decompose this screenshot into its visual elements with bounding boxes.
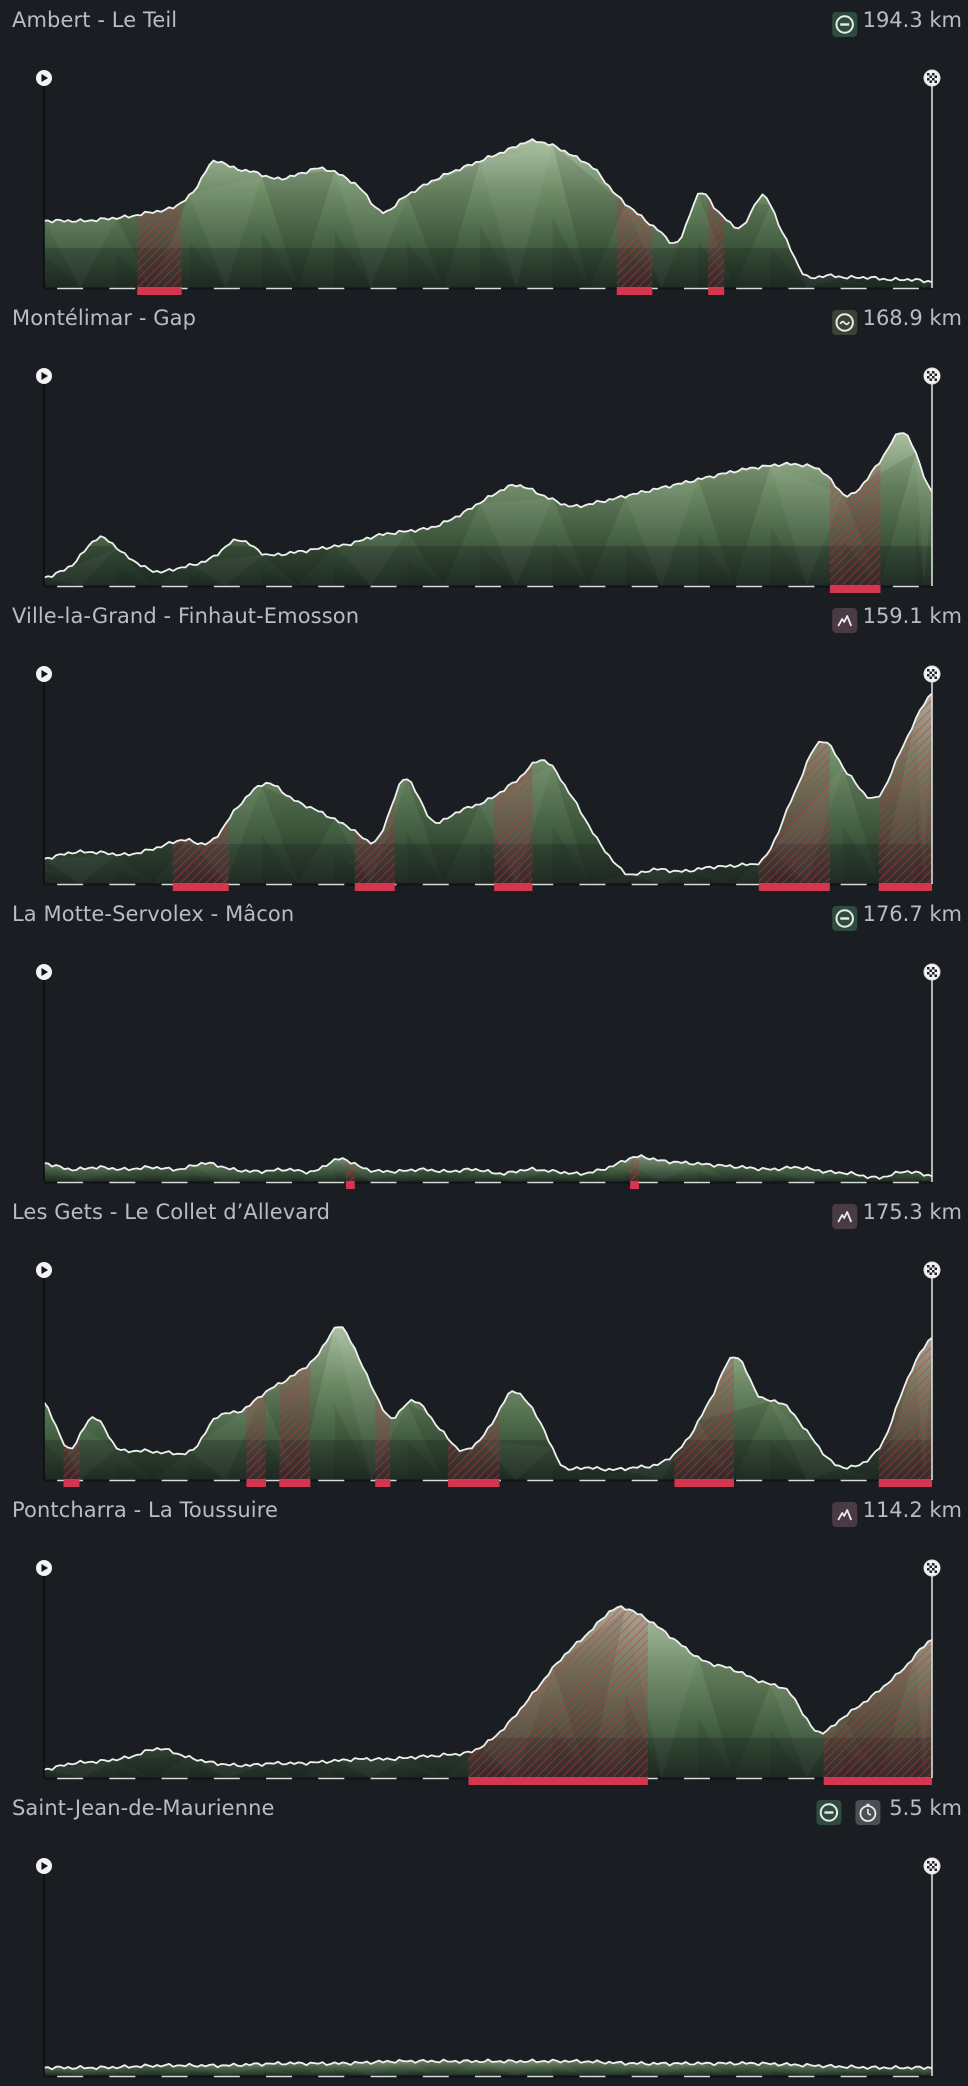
profile-facets — [44, 2059, 932, 2076]
finish-flag-icon — [923, 69, 941, 87]
climb-zone — [878, 693, 932, 884]
climb-zone — [279, 1327, 311, 1480]
climb-marker[interactable] — [172, 883, 229, 891]
elevation-profile-chart — [36, 1800, 941, 2078]
climb-zone — [172, 693, 229, 884]
stage-distance: 168.9 km — [862, 306, 962, 330]
flat-icon — [816, 1800, 842, 1825]
climb-zone — [345, 1155, 355, 1182]
start-marker-icon — [36, 1858, 52, 1874]
climb-marker[interactable] — [468, 1777, 648, 1785]
elevation-profile-chart — [36, 906, 941, 1189]
climb-marker[interactable] — [878, 883, 932, 891]
stage-distance: 176.7 km — [862, 902, 962, 926]
stage-profile-card[interactable]: Montélimar - Gap 168.9 km — [0, 298, 968, 596]
flat-icon — [832, 12, 858, 37]
climb-zone — [823, 1606, 932, 1778]
elevation-line — [43, 1605, 933, 1771]
climb-marker[interactable] — [674, 1479, 734, 1487]
climb-marker[interactable] — [630, 1181, 639, 1189]
start-marker-icon — [36, 1560, 52, 1576]
climb-zone — [630, 1155, 639, 1182]
mountain-icon — [832, 1204, 858, 1229]
elevation-profile-chart — [36, 608, 941, 891]
climb-marker[interactable] — [345, 1181, 355, 1189]
climb-marker[interactable] — [823, 1777, 932, 1785]
elevation-area — [44, 1155, 932, 1182]
flat-icon — [832, 906, 858, 931]
finish-flag-icon — [923, 367, 941, 385]
start-marker-icon — [36, 964, 52, 980]
climb-marker[interactable] — [448, 1479, 500, 1487]
climb-marker[interactable] — [137, 287, 182, 295]
time-trial-icon — [855, 1800, 881, 1825]
stage-distance: 194.3 km — [862, 8, 962, 32]
climb-marker[interactable] — [708, 287, 725, 295]
stage-profile-card[interactable]: Pontcharra - La Toussuire 114.2 km — [0, 1490, 968, 1788]
climb-marker[interactable] — [878, 1479, 932, 1487]
stage-title: Saint-Jean-de-Maurienne — [12, 1796, 275, 1820]
climb-zone — [878, 1327, 932, 1480]
elevation-area — [44, 433, 932, 586]
climb-marker[interactable] — [616, 287, 653, 295]
climb-marker[interactable] — [63, 1479, 80, 1487]
stage-profile-card[interactable]: Ambert - Le Teil 194.3 km — [0, 0, 968, 298]
elevation-line — [43, 1154, 933, 1180]
elevation-profile-chart — [36, 12, 941, 295]
climb-marker[interactable] — [246, 1479, 266, 1487]
finish-flag-icon — [923, 963, 941, 981]
elevation-profile-chart — [36, 1204, 941, 1487]
elevation-profile-chart — [36, 1502, 941, 1785]
stage-title: Ambert - Le Teil — [12, 8, 178, 32]
stage-distance: 5.5 km — [889, 1796, 962, 1820]
finish-flag-icon — [923, 665, 941, 683]
climb-marker[interactable] — [354, 883, 395, 891]
climb-zone — [708, 139, 725, 288]
finish-flag-icon — [923, 1261, 941, 1279]
start-marker-icon — [36, 666, 52, 682]
stage-title: Les Gets - Le Collet d’Allevard — [12, 1200, 331, 1224]
climb-zone — [137, 139, 182, 288]
elevation-line — [43, 138, 933, 284]
climb-marker[interactable] — [279, 1479, 311, 1487]
stage-profile-card[interactable]: Saint-Jean-de-Maurienne 5.5 km — [0, 1788, 968, 2086]
elevation-line — [43, 2058, 933, 2071]
climb-marker[interactable] — [829, 585, 881, 593]
profile-facets — [44, 1155, 932, 1182]
stage-title: La Motte-Servolex - Mâcon — [12, 902, 295, 926]
climb-marker[interactable] — [494, 883, 533, 891]
elevation-profile-chart — [36, 310, 941, 593]
stage-title: Ville-la-Grand - Finhaut-Emosson — [12, 604, 360, 628]
mountain-icon — [832, 608, 858, 633]
climb-zone — [375, 1327, 391, 1480]
finish-flag-icon — [923, 1559, 941, 1577]
stage-profile-card[interactable]: Les Gets - Le Collet d’Allevard 175.3 km — [0, 1192, 968, 1490]
stage-profile-card[interactable]: Ville-la-Grand - Finhaut-Emosson 159.1 km — [0, 596, 968, 894]
start-marker-icon — [36, 368, 52, 384]
climb-zone — [354, 693, 395, 884]
stage-distance: 175.3 km — [862, 1200, 962, 1224]
elevation-line — [43, 432, 933, 579]
finish-flag-icon — [923, 1857, 941, 1875]
hilly-icon — [832, 310, 858, 335]
elevation-line — [43, 1326, 933, 1472]
elevation-area — [44, 1606, 932, 1778]
climb-zone — [494, 693, 533, 884]
climb-zone — [246, 1327, 266, 1480]
start-marker-icon — [36, 1262, 52, 1278]
mountain-icon — [832, 1502, 858, 1527]
stage-profile-card[interactable]: La Motte-Servolex - Mâcon 176.7 km — [0, 894, 968, 1192]
stage-distance: 114.2 km — [862, 1498, 962, 1522]
climb-marker[interactable] — [375, 1479, 391, 1487]
elevation-area — [44, 693, 932, 884]
climb-zone — [616, 139, 653, 288]
elevation-line — [43, 692, 933, 876]
start-marker-icon — [36, 70, 52, 86]
stage-title: Montélimar - Gap — [12, 306, 197, 330]
stage-distance: 159.1 km — [862, 604, 962, 628]
stage-title: Pontcharra - La Toussuire — [12, 1498, 279, 1522]
climb-marker[interactable] — [758, 883, 830, 891]
